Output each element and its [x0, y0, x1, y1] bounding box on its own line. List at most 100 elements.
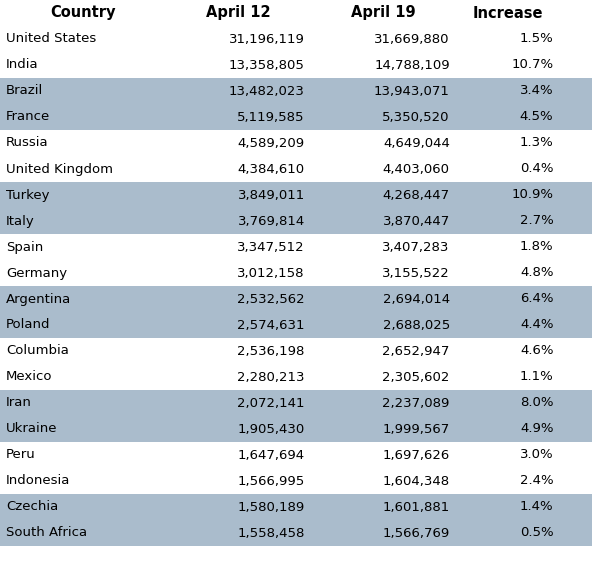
Text: 13,358,805: 13,358,805 — [229, 59, 305, 72]
Bar — [0, 468, 592, 494]
Text: 1,697,626: 1,697,626 — [382, 449, 450, 462]
Text: 2,280,213: 2,280,213 — [237, 370, 305, 383]
Text: 4.8%: 4.8% — [520, 266, 554, 279]
Text: Turkey: Turkey — [6, 189, 50, 202]
Text: France: France — [6, 110, 50, 123]
Text: Russia: Russia — [6, 136, 49, 150]
Text: 0.4%: 0.4% — [520, 163, 554, 176]
Text: 4,589,209: 4,589,209 — [237, 136, 305, 150]
Text: Ukraine: Ukraine — [6, 422, 57, 436]
Text: Italy: Italy — [6, 215, 35, 227]
Text: April 19: April 19 — [351, 6, 416, 20]
Text: 1,566,995: 1,566,995 — [237, 475, 305, 488]
Text: 2.4%: 2.4% — [520, 475, 554, 488]
Text: 4,403,060: 4,403,060 — [383, 163, 450, 176]
Text: Spain: Spain — [6, 240, 43, 253]
Text: 1.5%: 1.5% — [520, 33, 554, 46]
Text: 3.4%: 3.4% — [520, 84, 554, 97]
Bar — [0, 52, 592, 78]
Text: Peru: Peru — [6, 449, 36, 462]
Text: Columbia: Columbia — [6, 345, 69, 358]
Text: Brazil: Brazil — [6, 84, 43, 97]
Text: 2,652,947: 2,652,947 — [382, 345, 450, 358]
Bar — [0, 260, 592, 286]
Text: 4.5%: 4.5% — [520, 110, 554, 123]
Text: United Kingdom: United Kingdom — [6, 163, 113, 176]
Text: 4,649,044: 4,649,044 — [383, 136, 450, 150]
Text: 3,849,011: 3,849,011 — [237, 189, 305, 202]
Text: Argentina: Argentina — [6, 293, 71, 306]
Text: 4.6%: 4.6% — [520, 345, 554, 358]
Text: Germany: Germany — [6, 266, 67, 279]
Text: 8.0%: 8.0% — [520, 396, 554, 409]
Text: Indonesia: Indonesia — [6, 475, 70, 488]
Text: Czechia: Czechia — [6, 501, 58, 513]
Text: 13,943,071: 13,943,071 — [374, 84, 450, 97]
Text: 2,532,562: 2,532,562 — [237, 293, 305, 306]
Text: 4.9%: 4.9% — [520, 422, 554, 436]
Text: 5,350,520: 5,350,520 — [382, 110, 450, 123]
Text: 4,268,447: 4,268,447 — [382, 189, 450, 202]
Text: 13,482,023: 13,482,023 — [229, 84, 305, 97]
Text: 2,072,141: 2,072,141 — [237, 396, 305, 409]
Bar — [0, 338, 592, 364]
Text: Increase: Increase — [472, 6, 543, 20]
Bar — [0, 130, 592, 156]
Bar — [0, 390, 592, 416]
Text: 10.7%: 10.7% — [511, 59, 554, 72]
Text: South Africa: South Africa — [6, 526, 87, 539]
Text: 1,601,881: 1,601,881 — [382, 501, 450, 513]
Text: India: India — [6, 59, 38, 72]
Text: 2,694,014: 2,694,014 — [382, 293, 450, 306]
Text: 3,347,512: 3,347,512 — [237, 240, 305, 253]
Text: United States: United States — [6, 33, 96, 46]
Text: 3,155,522: 3,155,522 — [382, 266, 450, 279]
Text: 6.4%: 6.4% — [520, 293, 554, 306]
Bar — [0, 520, 592, 546]
Text: Iran: Iran — [6, 396, 32, 409]
Text: 1.1%: 1.1% — [520, 370, 554, 383]
Text: 2.7%: 2.7% — [520, 215, 554, 227]
Bar — [0, 156, 592, 182]
Bar — [0, 312, 592, 338]
Text: 4,384,610: 4,384,610 — [237, 163, 305, 176]
Text: 1.4%: 1.4% — [520, 501, 554, 513]
Bar — [0, 104, 592, 130]
Text: Mexico: Mexico — [6, 370, 53, 383]
Bar — [0, 78, 592, 104]
Text: 4.4%: 4.4% — [520, 319, 554, 332]
Text: 3,407,283: 3,407,283 — [382, 240, 450, 253]
Bar — [0, 286, 592, 312]
Text: 3,012,158: 3,012,158 — [237, 266, 305, 279]
Bar — [0, 182, 592, 208]
Text: 2,237,089: 2,237,089 — [382, 396, 450, 409]
Bar — [0, 26, 592, 52]
Bar — [0, 234, 592, 260]
Text: 2,574,631: 2,574,631 — [237, 319, 305, 332]
Text: 2,305,602: 2,305,602 — [382, 370, 450, 383]
Text: 31,196,119: 31,196,119 — [229, 33, 305, 46]
Bar — [0, 208, 592, 234]
Bar — [0, 442, 592, 468]
Text: 1,604,348: 1,604,348 — [382, 475, 450, 488]
Bar — [0, 0, 592, 26]
Text: 1,580,189: 1,580,189 — [237, 501, 305, 513]
Text: 31,669,880: 31,669,880 — [374, 33, 450, 46]
Text: 1,558,458: 1,558,458 — [237, 526, 305, 539]
Text: 5,119,585: 5,119,585 — [237, 110, 305, 123]
Text: 14,788,109: 14,788,109 — [374, 59, 450, 72]
Bar — [0, 416, 592, 442]
Bar — [0, 364, 592, 390]
Text: 0.5%: 0.5% — [520, 526, 554, 539]
Text: 3,870,447: 3,870,447 — [382, 215, 450, 227]
Text: 1,905,430: 1,905,430 — [237, 422, 305, 436]
Text: 3,769,814: 3,769,814 — [237, 215, 305, 227]
Text: 10.9%: 10.9% — [511, 189, 554, 202]
Text: 1,566,769: 1,566,769 — [382, 526, 450, 539]
Text: Poland: Poland — [6, 319, 50, 332]
Text: Country: Country — [50, 6, 115, 20]
Text: 2,688,025: 2,688,025 — [382, 319, 450, 332]
Text: 3.0%: 3.0% — [520, 449, 554, 462]
Text: 1,999,567: 1,999,567 — [382, 422, 450, 436]
Text: 1,647,694: 1,647,694 — [237, 449, 305, 462]
